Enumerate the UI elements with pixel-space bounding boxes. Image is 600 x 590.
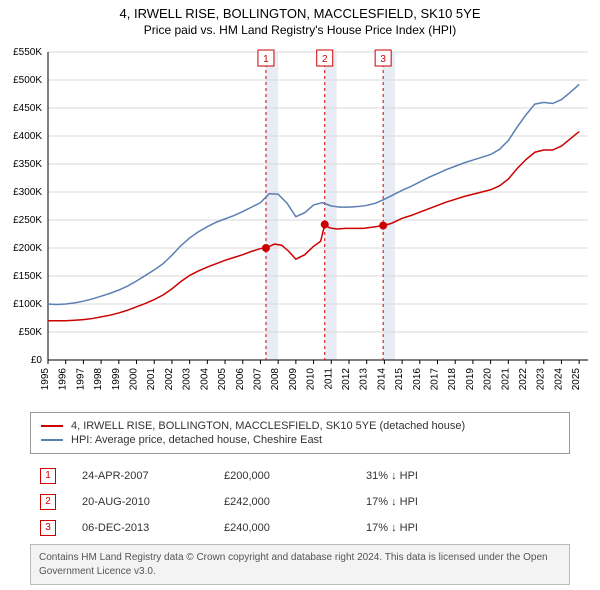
svg-text:2023: 2023 <box>536 368 547 391</box>
event-delta: 17% ↓ HPI <box>358 516 568 540</box>
svg-text:2012: 2012 <box>341 368 352 391</box>
table-row: 1 24-APR-2007 £200,000 31% ↓ HPI <box>32 464 568 488</box>
event-price: £242,000 <box>216 490 356 514</box>
svg-text:£50K: £50K <box>19 327 43 338</box>
svg-text:2004: 2004 <box>199 368 210 391</box>
chart-area: £0 £50K £100K £150K £200K £250K £300K £350K £400… <box>0 42 600 402</box>
svg-text:£150K: £150K <box>13 271 42 282</box>
svg-text:2005: 2005 <box>217 368 228 391</box>
svg-text:2010: 2010 <box>306 368 317 391</box>
svg-text:£300K: £300K <box>13 187 42 198</box>
svg-text:1999: 1999 <box>111 368 122 391</box>
legend-label: HPI: Average price, detached house, Ches… <box>71 434 322 446</box>
legend-box: 4, IRWELL RISE, BOLLINGTON, MACCLESFIELD… <box>30 412 570 454</box>
event-date: 20-AUG-2010 <box>74 490 214 514</box>
svg-text:1: 1 <box>263 54 269 65</box>
svg-text:2020: 2020 <box>483 368 494 391</box>
title-subtitle: Price paid vs. HM Land Registry's House … <box>0 21 600 37</box>
svg-text:3: 3 <box>380 54 386 65</box>
svg-text:£350K: £350K <box>13 159 42 170</box>
event-marker-icon: 1 <box>40 468 56 484</box>
line-chart: £0 £50K £100K £150K £200K £250K £300K £350K £400… <box>0 42 600 402</box>
title-block: 4, IRWELL RISE, BOLLINGTON, MACCLESFIELD… <box>0 0 600 37</box>
svg-text:£550K: £550K <box>13 47 42 58</box>
svg-text:2019: 2019 <box>465 368 476 391</box>
svg-text:2013: 2013 <box>359 368 370 391</box>
svg-text:2009: 2009 <box>288 368 299 391</box>
svg-text:£250K: £250K <box>13 215 42 226</box>
event-marker-icon: 2 <box>40 494 56 510</box>
legend-label: 4, IRWELL RISE, BOLLINGTON, MACCLESFIELD… <box>71 420 465 432</box>
chart-container: 4, IRWELL RISE, BOLLINGTON, MACCLESFIELD… <box>0 0 600 590</box>
legend-swatch-icon <box>41 425 63 427</box>
svg-text:£0: £0 <box>31 355 43 366</box>
event-marker-icon: 3 <box>40 520 56 536</box>
svg-text:1995: 1995 <box>40 368 51 391</box>
event-price: £200,000 <box>216 464 356 488</box>
events-table: 1 24-APR-2007 £200,000 31% ↓ HPI 2 20-AU… <box>30 462 570 542</box>
svg-text:2011: 2011 <box>323 368 334 390</box>
legend-row: HPI: Average price, detached house, Ches… <box>41 433 559 447</box>
event-date: 06-DEC-2013 <box>74 516 214 540</box>
svg-text:£450K: £450K <box>13 103 42 114</box>
svg-text:2016: 2016 <box>412 368 423 391</box>
svg-text:1996: 1996 <box>58 368 69 391</box>
svg-text:2025: 2025 <box>571 368 582 391</box>
svg-text:1998: 1998 <box>93 368 104 391</box>
svg-text:2007: 2007 <box>252 368 263 391</box>
svg-text:2006: 2006 <box>235 368 246 391</box>
event-date: 24-APR-2007 <box>74 464 214 488</box>
svg-text:2018: 2018 <box>447 368 458 391</box>
event-delta: 17% ↓ HPI <box>358 490 568 514</box>
legend-swatch-icon <box>41 439 63 441</box>
event-delta: 31% ↓ HPI <box>358 464 568 488</box>
table-row: 2 20-AUG-2010 £242,000 17% ↓ HPI <box>32 490 568 514</box>
svg-text:2002: 2002 <box>164 368 175 391</box>
svg-text:2022: 2022 <box>518 368 529 391</box>
svg-text:2000: 2000 <box>129 368 140 391</box>
svg-text:£400K: £400K <box>13 131 42 142</box>
attribution-note: Contains HM Land Registry data © Crown c… <box>30 544 570 585</box>
svg-text:2008: 2008 <box>270 368 281 391</box>
svg-text:2001: 2001 <box>146 368 157 391</box>
svg-text:£200K: £200K <box>13 243 42 254</box>
event-price: £240,000 <box>216 516 356 540</box>
svg-text:2015: 2015 <box>394 368 405 391</box>
svg-text:£500K: £500K <box>13 75 42 86</box>
title-address: 4, IRWELL RISE, BOLLINGTON, MACCLESFIELD… <box>0 6 600 21</box>
legend-row: 4, IRWELL RISE, BOLLINGTON, MACCLESFIELD… <box>41 419 559 433</box>
svg-text:2014: 2014 <box>376 368 387 391</box>
svg-text:1997: 1997 <box>75 368 86 391</box>
table-row: 3 06-DEC-2013 £240,000 17% ↓ HPI <box>32 516 568 540</box>
svg-text:2024: 2024 <box>553 368 564 391</box>
svg-text:2: 2 <box>322 54 328 65</box>
svg-text:2017: 2017 <box>430 368 441 391</box>
svg-text:£100K: £100K <box>13 299 42 310</box>
svg-text:2003: 2003 <box>182 368 193 391</box>
svg-text:2021: 2021 <box>500 368 511 391</box>
